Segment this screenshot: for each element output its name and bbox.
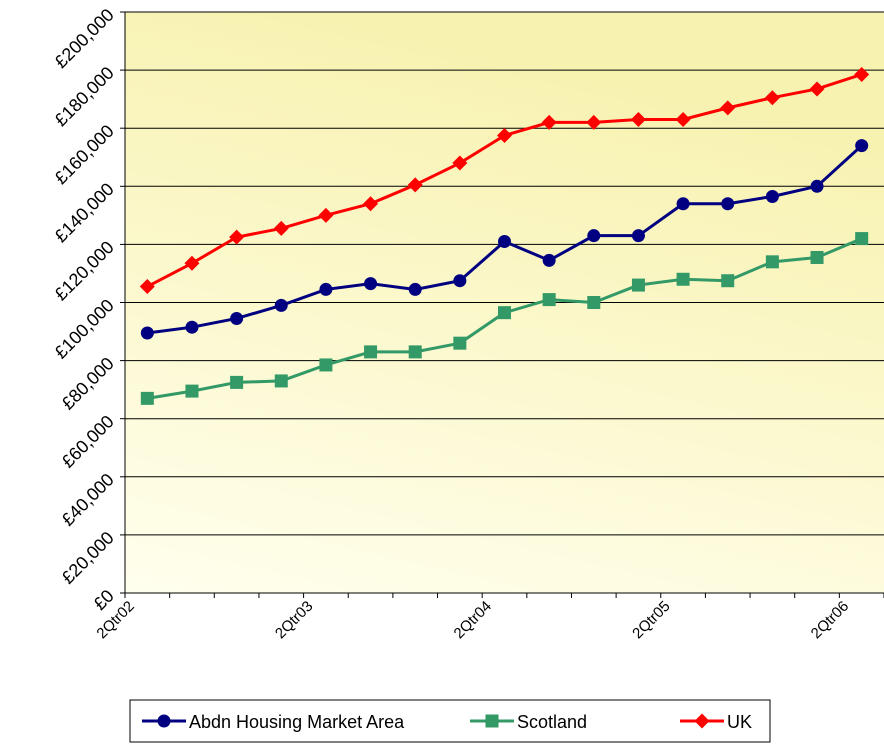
y-tick-label: £20,000 [58, 528, 118, 588]
point [809, 81, 825, 97]
point [630, 111, 646, 127]
point [139, 279, 155, 295]
point [855, 139, 869, 153]
point [765, 189, 779, 203]
point [140, 326, 154, 340]
legend-label: UK [727, 712, 752, 732]
point [542, 293, 556, 307]
y-tick-label: £140,000 [51, 179, 118, 246]
y-tick-label: £40,000 [58, 469, 118, 529]
point [541, 114, 557, 130]
y-tick-label: £120,000 [51, 237, 118, 304]
point [721, 197, 735, 211]
point [274, 374, 288, 388]
point [140, 391, 154, 405]
y-tick-label: £160,000 [51, 121, 118, 188]
point [185, 320, 199, 334]
point [319, 358, 333, 372]
y-tick-label: £180,000 [51, 63, 118, 130]
point [229, 229, 245, 245]
x-tick-label: 2Qtr04 [451, 598, 495, 642]
point [586, 114, 602, 130]
legend-marker [485, 714, 499, 728]
y-tick-label: £80,000 [58, 353, 118, 413]
point [230, 311, 244, 325]
x-tick-label: 2Qtr03 [272, 598, 316, 642]
legend-marker [694, 713, 710, 729]
point [452, 155, 468, 171]
y-tick-label: £200,000 [51, 5, 118, 72]
point [675, 111, 691, 127]
point [587, 296, 601, 309]
point [765, 255, 779, 269]
y-tick-label: £100,000 [51, 295, 118, 362]
point [319, 282, 333, 296]
point [273, 220, 289, 236]
y-tick-label: £60,000 [58, 411, 118, 471]
point [274, 298, 288, 312]
point [854, 66, 870, 82]
point [498, 234, 511, 248]
point [764, 90, 780, 106]
point [363, 196, 379, 212]
point [364, 277, 378, 291]
point [364, 345, 378, 359]
point [542, 253, 556, 267]
x-tick-label: 2Qtr05 [629, 598, 673, 642]
point [318, 207, 334, 223]
legend-label: Abdn Housing Market Area [189, 712, 405, 732]
point [855, 232, 869, 246]
point [184, 255, 200, 271]
legend-box [129, 699, 771, 743]
legend-label: Scotland [517, 712, 587, 732]
point [230, 375, 244, 389]
point [631, 229, 645, 243]
point [720, 100, 736, 116]
legend-marker [157, 714, 171, 728]
point [407, 177, 423, 193]
point [631, 278, 645, 292]
point [676, 272, 690, 286]
point [676, 197, 690, 211]
point [587, 229, 601, 243]
point [185, 384, 199, 398]
point [408, 282, 422, 296]
point [453, 336, 467, 350]
point [810, 250, 824, 264]
point [497, 127, 512, 143]
point [453, 274, 467, 288]
point [408, 345, 422, 359]
point [498, 306, 511, 320]
point [721, 274, 735, 288]
point [810, 179, 824, 193]
x-tick-label: 2Qtr06 [808, 598, 852, 642]
